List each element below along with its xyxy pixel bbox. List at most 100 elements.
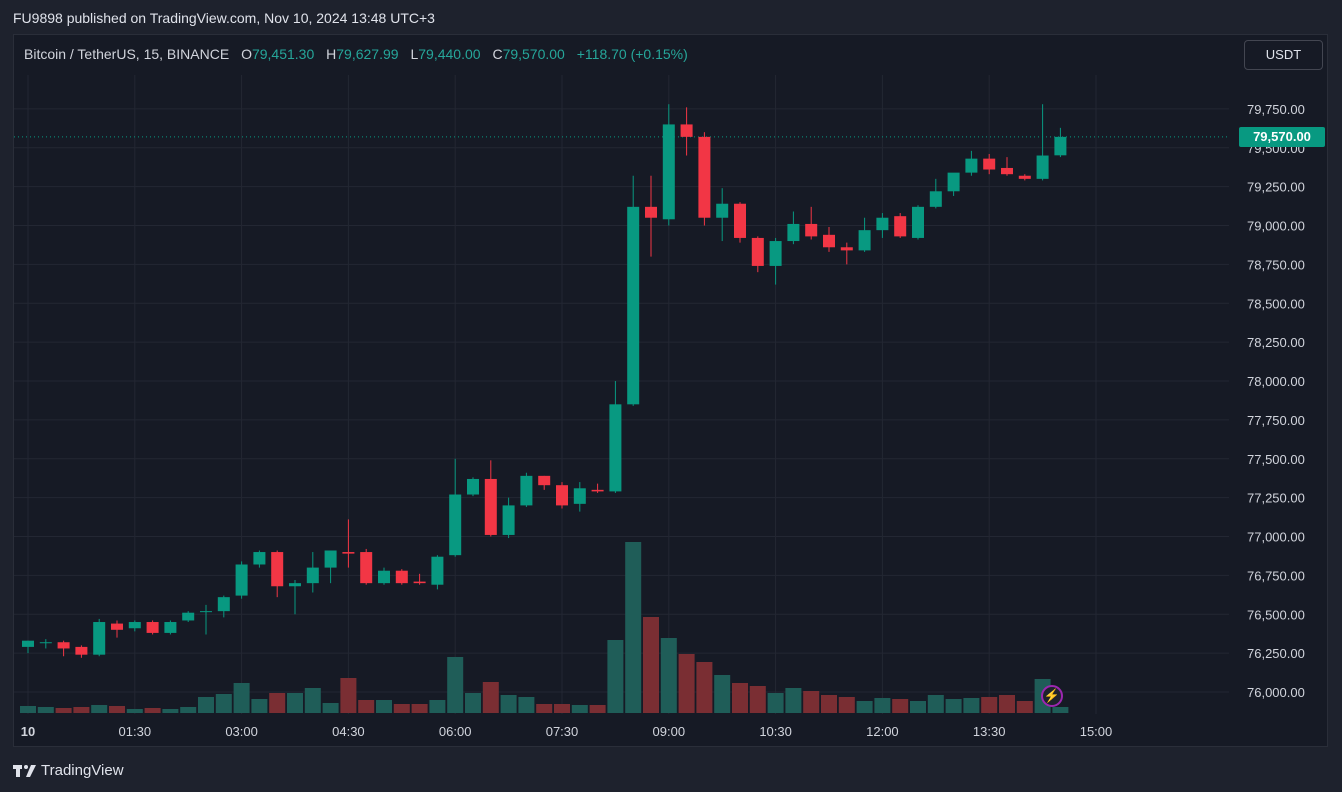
volume-bar [55, 708, 72, 713]
candle-body[interactable] [502, 505, 515, 535]
candle-body[interactable] [93, 622, 106, 655]
tradingview-logo-icon [13, 764, 36, 777]
candle-body[interactable] [680, 124, 693, 137]
candle-body[interactable] [200, 611, 212, 613]
candlestick-chart[interactable]: 76,000.00 76,250.00 76,500.00 76,750.00 77,0… [14, 35, 1327, 746]
candle-body[interactable] [858, 230, 871, 251]
candle-body[interactable] [751, 237, 764, 266]
volume-bar [607, 640, 624, 713]
candle-body[interactable] [734, 203, 746, 238]
candle-body[interactable] [413, 581, 426, 584]
volume-bar [482, 682, 499, 713]
candle-body[interactable] [1001, 167, 1013, 175]
volume-bar [536, 704, 553, 713]
volume-bar [1016, 701, 1033, 713]
candle-body[interactable] [39, 642, 52, 644]
volume-bar [269, 693, 286, 713]
candle-body[interactable] [324, 550, 337, 568]
volume-bar [126, 709, 143, 713]
candle-body[interactable] [573, 488, 586, 504]
volume-bar [999, 695, 1015, 713]
change-value: +118.70 (+0.15%) [576, 46, 688, 62]
volume-bar [696, 662, 713, 713]
candle-body[interactable] [182, 612, 195, 621]
candle-body[interactable] [965, 158, 978, 173]
time-tick-label: 09:00 [653, 724, 686, 739]
candle-body[interactable] [840, 247, 853, 251]
volume-bar [910, 701, 926, 713]
candle-body[interactable] [645, 206, 657, 218]
time-tick-label: 07:30 [546, 724, 579, 739]
candle-body[interactable] [947, 172, 960, 192]
candle-body[interactable] [823, 234, 835, 248]
candle-body[interactable] [1018, 175, 1031, 179]
candle-body[interactable] [342, 552, 355, 554]
volume-bar [500, 695, 517, 713]
high-value: 79,627.99 [336, 46, 399, 62]
candle-body[interactable] [929, 191, 942, 207]
volume-bar [215, 694, 232, 713]
candle-body[interactable] [75, 646, 88, 655]
open-value: 79,451.30 [251, 46, 315, 62]
candle-body[interactable] [271, 552, 284, 587]
candle-body[interactable] [395, 570, 408, 584]
volume-bar [411, 704, 428, 713]
candle-body[interactable] [591, 489, 604, 492]
candle-body[interactable] [520, 475, 533, 506]
volume-bar [109, 706, 125, 713]
candle-body[interactable] [912, 206, 924, 238]
candle-body[interactable] [1036, 155, 1049, 179]
candle-body[interactable] [484, 478, 497, 535]
candle-body[interactable] [217, 597, 230, 612]
close-label: C [492, 46, 503, 62]
symbol-name[interactable]: Bitcoin / TetherUS, 15, BINANCE [24, 46, 230, 62]
footer-brand[interactable]: TradingView [13, 762, 124, 779]
candle-body[interactable] [235, 564, 248, 596]
candle-body[interactable] [57, 642, 70, 649]
candle-body[interactable] [894, 216, 907, 237]
lightning-icon[interactable]: ⚡ [1041, 685, 1063, 707]
volume-bar [625, 542, 642, 713]
price-tick-label: 77,250.00 [1247, 491, 1305, 506]
volume-bar [981, 697, 998, 713]
price-tick-label: 78,750.00 [1247, 257, 1305, 272]
candle-body[interactable] [289, 583, 301, 587]
candle-body[interactable] [876, 217, 889, 231]
candle-body[interactable] [556, 485, 568, 506]
last-price-label: 79,570.00 [1239, 126, 1325, 147]
candle-body[interactable] [111, 623, 123, 630]
grid-lines [14, 75, 1229, 714]
candle-body[interactable] [253, 552, 266, 565]
candle-body[interactable] [360, 552, 373, 584]
candle-body[interactable] [22, 640, 34, 647]
candle-body[interactable] [449, 494, 462, 556]
candle-body[interactable] [983, 158, 996, 170]
candle-body[interactable] [698, 136, 711, 218]
candle-body[interactable] [431, 556, 444, 585]
volume-bar [376, 700, 392, 713]
low-value: 79,440.00 [418, 46, 481, 62]
candle-body[interactable] [378, 570, 390, 584]
volume-bar [233, 683, 250, 713]
candle-body[interactable] [1054, 136, 1067, 156]
candle-body[interactable] [467, 478, 479, 495]
price-tick-label: 78,500.00 [1247, 296, 1305, 311]
candle-body[interactable] [538, 475, 551, 486]
volume-bar [714, 675, 731, 713]
candle-body[interactable] [146, 622, 159, 633]
volume-bar [358, 700, 375, 713]
candle-body[interactable] [609, 404, 622, 492]
volume-bar [927, 695, 944, 713]
candle-body[interactable] [306, 567, 319, 584]
candle-body[interactable] [805, 223, 818, 237]
chart-pane[interactable]: 76,000.00 76,250.00 76,500.00 76,750.00 77,0… [13, 34, 1328, 747]
candle-body[interactable] [128, 622, 141, 629]
candle-body[interactable] [716, 203, 729, 218]
candle-body[interactable] [627, 206, 640, 405]
candle-body[interactable] [662, 124, 675, 220]
candle-body[interactable] [164, 622, 177, 633]
currency-button[interactable]: USDT [1244, 40, 1323, 70]
candle-body[interactable] [787, 223, 800, 242]
volume-bar [749, 686, 766, 713]
candle-body[interactable] [769, 241, 782, 266]
